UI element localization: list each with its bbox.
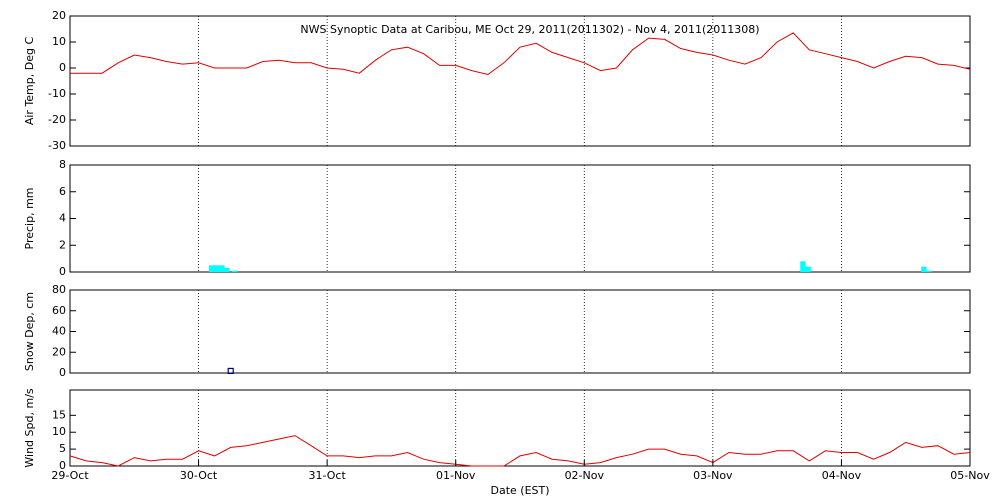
bar xyxy=(224,267,230,272)
y-tick-label: 20 xyxy=(52,9,66,22)
y-tick-label: 20 xyxy=(52,345,66,358)
bar xyxy=(805,266,811,272)
bar xyxy=(232,270,238,272)
y-tick-label: -10 xyxy=(48,87,66,100)
point xyxy=(227,367,234,375)
y-tick-label: 0 xyxy=(59,459,66,472)
y-tick-label: 6 xyxy=(59,185,66,198)
bar xyxy=(921,266,927,272)
x-tick-label: 29-Oct xyxy=(51,469,89,482)
y-tick-label: 2 xyxy=(59,238,66,251)
bar xyxy=(926,270,932,272)
x-tick-label: 03-Nov xyxy=(693,469,733,482)
chart-title: NWS Synoptic Data at Caribou, ME Oct 29,… xyxy=(300,23,759,36)
x-tick-label: 05-Nov xyxy=(950,469,990,482)
y-axis-label: Air Temp, Deg C xyxy=(23,37,36,126)
y-tick-label: 4 xyxy=(59,212,66,225)
y-tick-label: 10 xyxy=(52,35,66,48)
x-tick-label: 01-Nov xyxy=(436,469,476,482)
panel-frame xyxy=(69,389,971,467)
bar xyxy=(219,265,225,272)
y-tick-label: 15 xyxy=(52,408,66,421)
panel-frame xyxy=(69,289,971,374)
bar xyxy=(208,265,215,272)
y-tick-label: 0 xyxy=(59,265,66,278)
y-tick-label: 40 xyxy=(52,325,66,338)
x-tick-label: 04-Nov xyxy=(822,469,862,482)
y-tick-label: -20 xyxy=(48,113,66,126)
bar xyxy=(800,261,806,272)
y-tick-label: 80 xyxy=(52,283,66,296)
data-line xyxy=(69,435,971,467)
panel-frame xyxy=(69,15,971,147)
y-tick-label: 8 xyxy=(59,158,66,171)
x-tick-label: 02-Nov xyxy=(565,469,605,482)
y-axis-label: Snow Dep, cm xyxy=(23,292,36,371)
y-axis-label: Precip, mm xyxy=(23,188,36,250)
y-tick-label: 10 xyxy=(52,425,66,438)
x-tick-label: 31-Oct xyxy=(308,469,346,482)
x-tick-label: 30-Oct xyxy=(180,469,218,482)
y-tick-label: 0 xyxy=(59,61,66,74)
y-tick-label: 5 xyxy=(59,442,66,455)
x-axis-label: Date (EST) xyxy=(490,484,549,497)
y-axis-label: Wind Spd, m/s xyxy=(23,388,36,468)
y-tick-label: 0 xyxy=(59,366,66,379)
bar xyxy=(214,265,220,272)
panel-frame xyxy=(69,164,971,273)
y-tick-label: 60 xyxy=(52,304,66,317)
data-line xyxy=(70,32,971,76)
y-tick-label: -30 xyxy=(48,139,66,152)
